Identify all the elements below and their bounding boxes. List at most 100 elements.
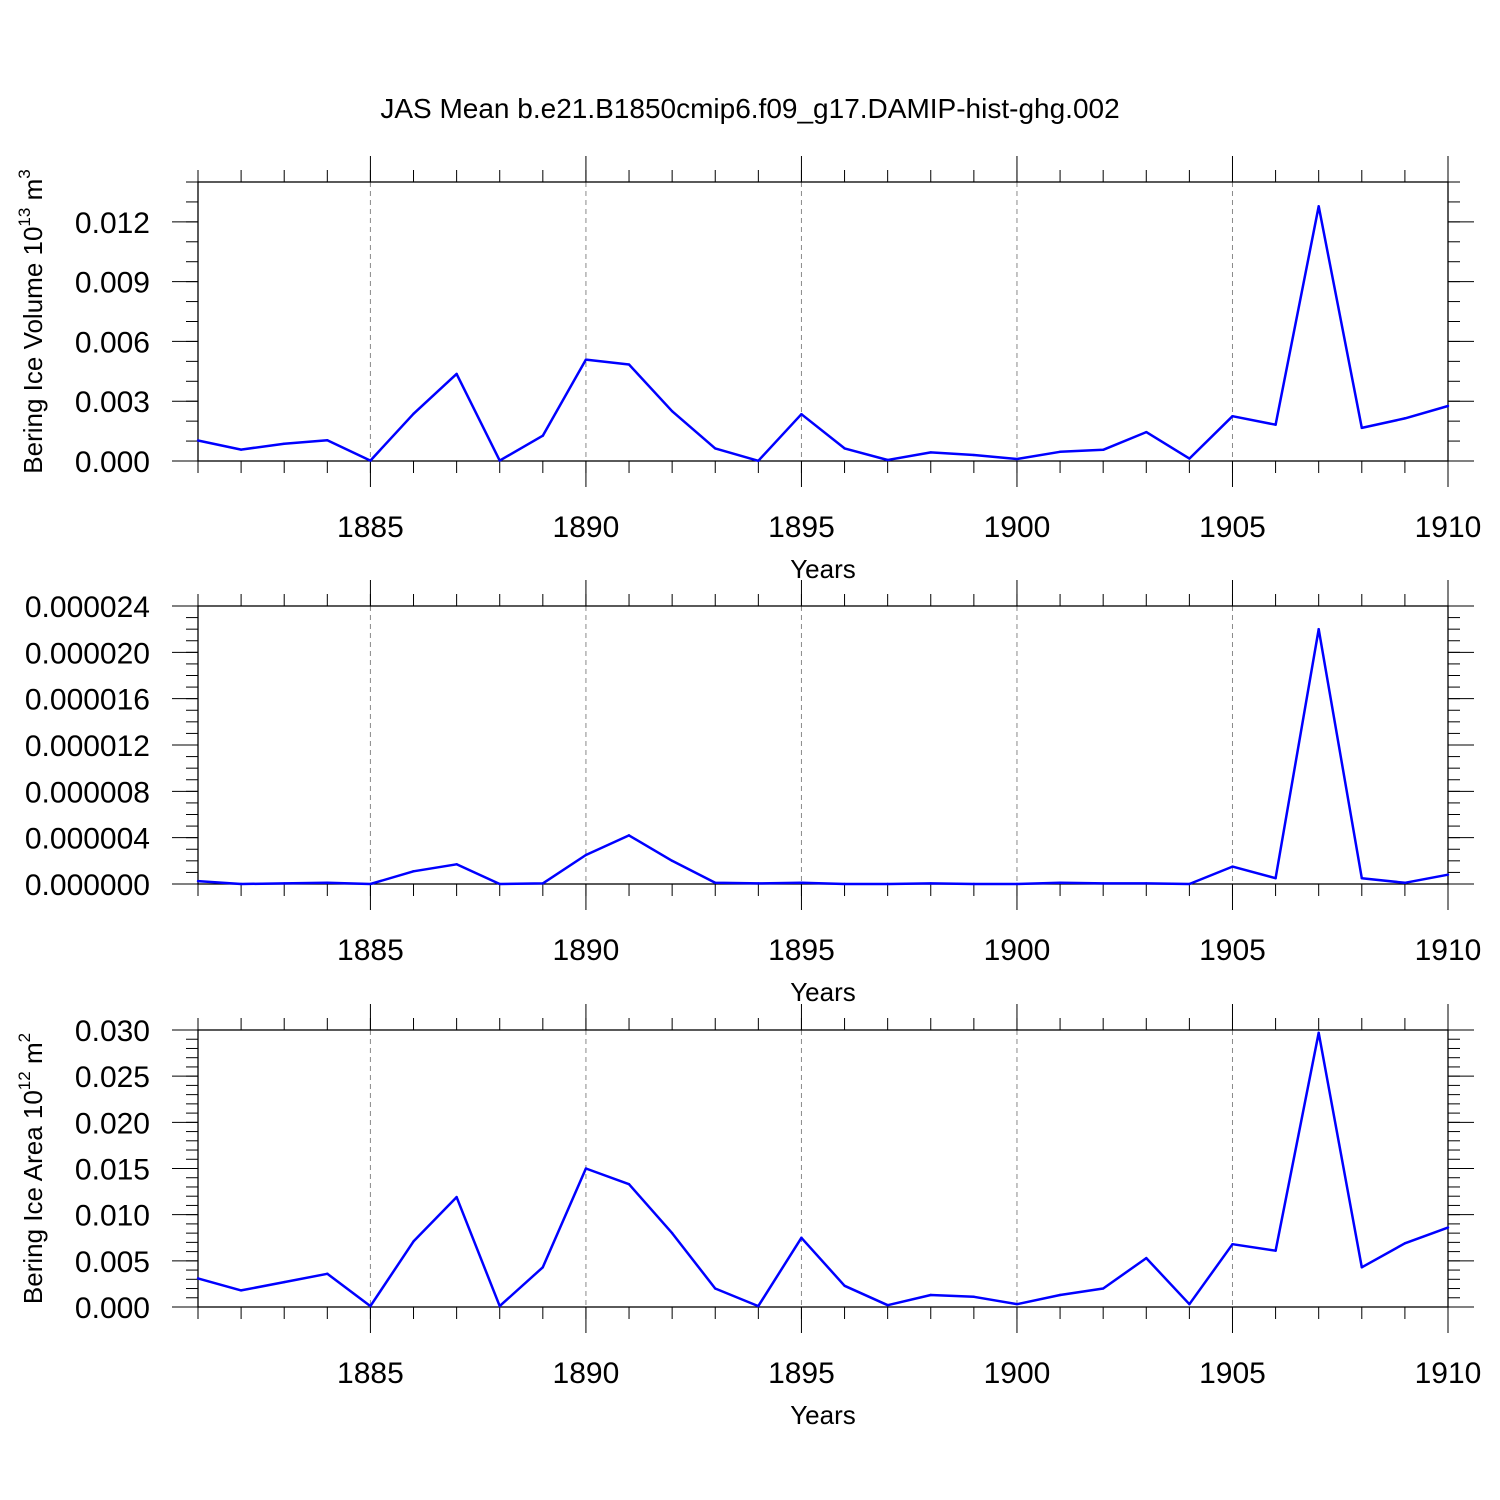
y-tick-label: 0.012 xyxy=(75,207,150,240)
data-point xyxy=(1360,1266,1363,1269)
y-tick-label: 0.009 xyxy=(75,267,150,300)
x-tick-label: 1890 xyxy=(553,1357,620,1390)
x-tick-label: 1910 xyxy=(1415,934,1482,967)
x-tick-label: 1895 xyxy=(768,511,835,544)
data-point xyxy=(1446,404,1450,408)
y-tick-label: 0.030 xyxy=(75,1015,150,1048)
data-point xyxy=(800,881,803,885)
x-gridlines xyxy=(369,1030,1233,1307)
data-point xyxy=(239,1289,243,1292)
x-tick-label: 1885 xyxy=(337,1357,404,1390)
data-point xyxy=(627,363,631,366)
y-tick-label: 0.000012 xyxy=(25,730,150,763)
data-point xyxy=(1188,882,1191,886)
data-point xyxy=(412,412,415,415)
plot-frame xyxy=(197,181,1449,462)
data-point xyxy=(627,834,631,837)
data-point xyxy=(1101,448,1105,452)
y-tick-label: 0.010 xyxy=(75,1200,150,1233)
y-tick-label: 0.000000 xyxy=(25,869,150,902)
data-point xyxy=(1403,417,1407,420)
data-point xyxy=(1145,882,1148,885)
series-ice-volume xyxy=(196,205,1450,463)
panel-ice-area: 1885 1890 1895 1900 1905 1910 0.000 0.005 0.010 0… xyxy=(15,1004,1481,1430)
x-tick-label: 1890 xyxy=(553,511,620,544)
data-point xyxy=(757,882,760,885)
y-tick-label: 0.003 xyxy=(75,386,150,419)
x-tick-label: 1905 xyxy=(1199,1357,1266,1390)
x-tick-label: 1910 xyxy=(1415,511,1482,544)
y-axis-label: Bering Ice Volume 1013 m3 xyxy=(15,169,48,473)
tick-labels: 1885 1890 1895 1900 1905 1910 0.000 0.003 0.006 0… xyxy=(75,207,1481,544)
data-point xyxy=(455,1195,458,1199)
data-point xyxy=(584,358,588,361)
data-point xyxy=(714,881,717,885)
data-point xyxy=(369,459,372,462)
data-point xyxy=(541,434,545,437)
data-point xyxy=(886,458,889,462)
data-point xyxy=(714,447,717,450)
data-point xyxy=(1403,881,1407,885)
data-point xyxy=(1360,877,1363,880)
y-axis-label: Bering Ice Area 1012 m2 xyxy=(15,1033,48,1304)
data-point xyxy=(627,1182,631,1186)
data-point xyxy=(1317,205,1320,208)
data-point xyxy=(283,442,286,445)
x-tick-label: 1885 xyxy=(337,511,404,544)
x-tick-label: 1905 xyxy=(1199,511,1266,544)
data-point xyxy=(929,451,932,454)
data-point xyxy=(326,439,329,442)
y-axis-label-unit-exponent: 3 xyxy=(15,169,34,178)
data-point xyxy=(1145,430,1148,434)
panel-ice-volume: 1885 1890 1895 1900 1905 1910 0.000 0.003 0.006 0… xyxy=(15,156,1481,584)
data-point xyxy=(369,882,372,886)
data-point xyxy=(1058,881,1062,885)
x-tick-label: 1895 xyxy=(768,934,835,967)
y-tick-label: 0.000008 xyxy=(25,776,150,809)
y-tick-label: 0.020 xyxy=(75,1107,150,1140)
data-point xyxy=(886,1303,889,1307)
data-point xyxy=(498,459,501,462)
y-tick-label: 0.015 xyxy=(75,1154,150,1187)
x-gridlines xyxy=(369,606,1233,884)
data-point xyxy=(541,882,545,885)
data-point xyxy=(283,882,286,885)
data-point xyxy=(326,881,329,885)
data-point xyxy=(1231,1243,1234,1246)
y-axis-label-unit: m xyxy=(18,1042,48,1071)
series-middle xyxy=(196,627,1450,886)
data-point xyxy=(1101,1287,1105,1290)
data-point xyxy=(584,1167,588,1170)
data-point xyxy=(239,448,243,451)
figure-title: JAS Mean b.e21.B1850cmip6.f09_g17.DAMIP-… xyxy=(380,93,1119,124)
y-axis-label-exponent: 13 xyxy=(15,208,34,227)
y-tick-label: 0.000020 xyxy=(25,637,150,670)
data-point xyxy=(1274,423,1277,426)
data-point xyxy=(1446,873,1450,876)
data-point xyxy=(1231,865,1234,868)
tick-labels: 1885 1890 1895 1900 1905 1910 0.000 0.005 0.010 0… xyxy=(75,1015,1481,1390)
x-axis-label: Years xyxy=(790,977,856,1007)
data-point xyxy=(1058,450,1062,454)
y-tick-label: 0.000004 xyxy=(25,823,150,856)
data-point xyxy=(455,372,458,376)
data-point xyxy=(670,1231,674,1235)
data-point xyxy=(800,1236,803,1239)
data-point xyxy=(1015,1303,1019,1306)
data-point xyxy=(1317,627,1320,631)
data-point xyxy=(196,1277,200,1280)
data-point xyxy=(843,882,846,886)
data-point xyxy=(326,1272,329,1275)
y-tick-label: 0.000 xyxy=(75,1292,150,1325)
data-point xyxy=(843,447,846,450)
y-tick-label: 0.006 xyxy=(75,326,150,359)
y-axis-label-unit-exponent: 2 xyxy=(15,1033,34,1042)
axis-ticks xyxy=(172,1004,1474,1333)
y-tick-label: 0.000016 xyxy=(25,684,150,717)
data-point xyxy=(1015,882,1019,886)
y-axis-label-main: Bering Ice Volume 10 xyxy=(18,227,48,474)
data-point xyxy=(196,879,200,883)
panel-middle: 1885 1890 1895 1900 1905 1910 0.000000 0.000004… xyxy=(25,580,1482,1007)
x-tick-label: 1885 xyxy=(337,934,404,967)
